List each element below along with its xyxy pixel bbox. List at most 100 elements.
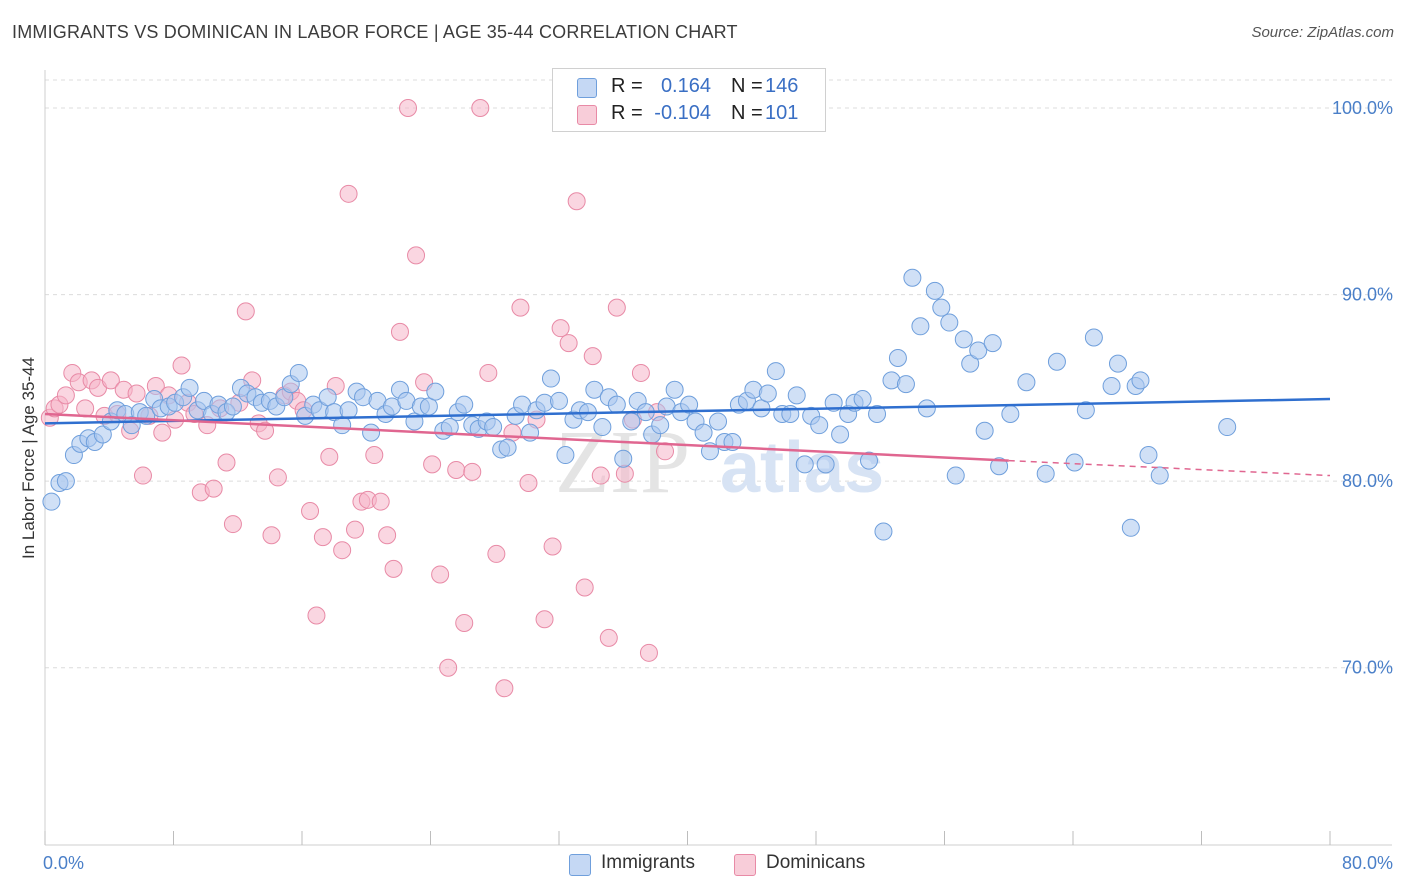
dominicans-trend-line	[44, 412, 1009, 462]
dominicans-point	[101, 371, 120, 390]
dominicans-point	[463, 462, 482, 481]
axes	[44, 70, 1392, 846]
dominicans-point	[639, 643, 658, 662]
immigrants-point	[1076, 401, 1095, 420]
dominicans-point	[313, 528, 332, 547]
dominicans-point	[339, 184, 358, 203]
immigrants-point	[318, 388, 337, 407]
dominicans-point	[471, 98, 490, 117]
dominicans-point	[133, 466, 152, 485]
immigrants-point	[651, 416, 670, 435]
immigrants-point	[614, 449, 633, 468]
dominicans-point	[551, 319, 570, 338]
immigrants-point	[868, 404, 887, 423]
immigrants-point	[816, 455, 835, 474]
source-label: Source: ZipAtlas.com	[1251, 24, 1394, 41]
dominicans-point	[333, 541, 352, 560]
legend-swatch-dominicans	[577, 105, 597, 125]
dominicans-point	[607, 298, 626, 317]
y-axis-label: In Labor Force | Age 35-44	[19, 357, 38, 559]
legend-r-value: -0.104	[654, 102, 711, 124]
immigrants-point	[903, 268, 922, 287]
stats-legend: R = 0.164 N = 146 R = -0.104 N = 101	[552, 68, 826, 132]
immigrants-point	[766, 362, 785, 381]
dominicans-point	[511, 298, 530, 317]
immigrants-point	[180, 378, 199, 397]
legend-label-immigrants: Immigrants	[601, 852, 695, 873]
dominicans-point	[390, 322, 409, 341]
immigrants-point	[983, 334, 1002, 353]
immigrants-point	[911, 317, 930, 336]
dominicans-point	[631, 363, 650, 382]
x-tick-label-max: 80.0%	[1342, 853, 1393, 873]
dominicans-point	[204, 479, 223, 498]
immigrants-point	[93, 425, 112, 444]
dominicans-point	[172, 356, 191, 375]
immigrants-point	[607, 395, 626, 414]
immigrants-point	[622, 412, 641, 431]
immigrants-point	[975, 421, 994, 440]
dominicans-point	[455, 613, 474, 632]
dominicans-point	[307, 606, 326, 625]
dominicans-point	[320, 447, 339, 466]
immigrants-point	[339, 401, 358, 420]
dominicans-point	[262, 526, 281, 545]
y-tick-label: 100.0%	[1332, 98, 1393, 118]
chart-title: IMMIGRANTS VS DOMINICAN IN LABOR FORCE |…	[12, 22, 738, 42]
immigrants-point	[1150, 466, 1169, 485]
series-legend: Immigrants Dominicans	[0, 852, 1406, 878]
dominicans-point	[503, 423, 522, 442]
immigrants-point	[874, 522, 893, 541]
immigrants-point	[1036, 464, 1055, 483]
immigrants-point	[1017, 373, 1036, 392]
immigrants-point	[1108, 354, 1127, 373]
immigrants-point	[917, 399, 936, 418]
dominicans-point	[217, 453, 236, 472]
immigrants-point	[795, 455, 814, 474]
dominicans-point	[583, 347, 602, 366]
immigrants-point	[223, 397, 242, 416]
immigrants-point	[824, 393, 843, 412]
immigrants-point	[888, 349, 907, 368]
dominicans-point	[439, 658, 458, 677]
immigrants-point	[1047, 352, 1066, 371]
dominicans-point	[365, 446, 384, 465]
dominicans-point	[346, 520, 365, 539]
legend-r-value: 0.164	[660, 75, 711, 97]
immigrants-point	[1139, 446, 1158, 465]
immigrants-point	[1084, 328, 1103, 347]
immigrants-point	[585, 380, 604, 399]
immigrants-point	[961, 354, 980, 373]
immigrants-point	[853, 390, 872, 409]
dominicans-point	[599, 628, 618, 647]
dominicans-point	[268, 468, 287, 487]
immigrants-point	[426, 382, 445, 401]
dominicans-point	[236, 302, 255, 321]
dominicans-point	[495, 679, 514, 698]
dominicans-point	[301, 502, 320, 521]
immigrants-point	[665, 380, 684, 399]
legend-n-label: N =	[731, 102, 763, 124]
dominicans-point	[591, 466, 610, 485]
y-tick-label: 70.0%	[1342, 658, 1393, 678]
dominicans-point	[519, 474, 538, 493]
dominicans-point	[153, 423, 172, 442]
y-tick-label: 80.0%	[1342, 471, 1393, 491]
dominicans-trend-extension	[1008, 459, 1331, 477]
dominicans-point	[487, 544, 506, 563]
legend-label-dominicans: Dominicans	[766, 852, 866, 873]
legend-r-label: R =	[611, 102, 643, 124]
immigrants-point	[946, 466, 965, 485]
dominicans-point	[384, 559, 403, 578]
x-tick-label-min: 0.0%	[43, 853, 84, 873]
dominicans-point	[479, 363, 498, 382]
immigrants-point	[440, 418, 459, 437]
immigrants-point	[990, 457, 1009, 476]
y-tick-label: 90.0%	[1342, 285, 1393, 305]
immigrants-point	[860, 451, 879, 470]
immigrants-point	[694, 423, 713, 442]
legend-swatch-dominicans	[734, 854, 756, 876]
dominicans-point	[371, 492, 390, 511]
dominicans-point	[535, 610, 554, 629]
